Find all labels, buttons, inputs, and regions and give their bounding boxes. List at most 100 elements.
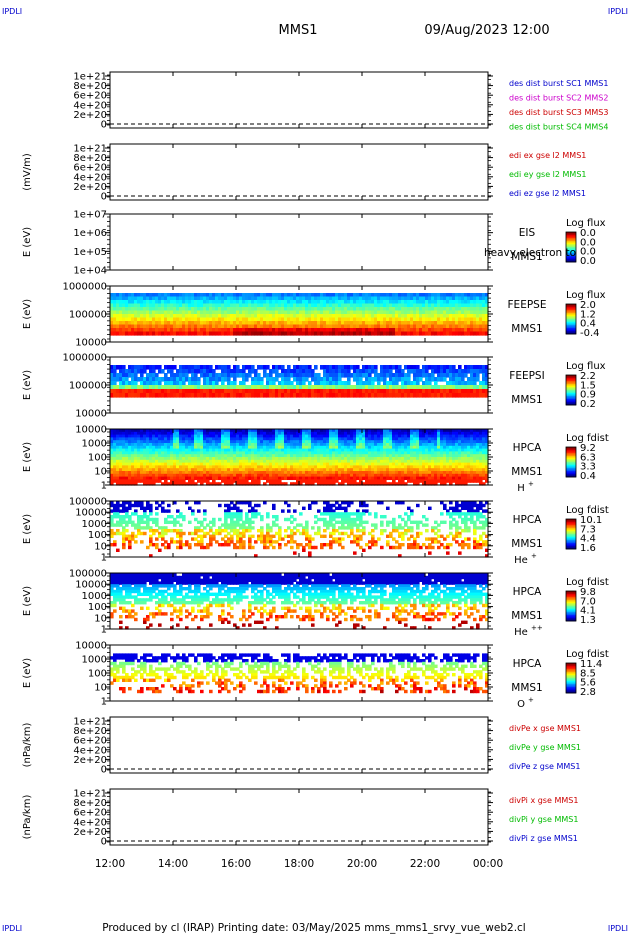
spectrogram-cell xyxy=(215,310,219,315)
spectrogram-cell xyxy=(152,296,156,301)
spectrogram-cell xyxy=(203,328,207,333)
spectrogram-cell xyxy=(212,369,216,374)
spectrogram-cell xyxy=(296,296,300,301)
spectrogram-cell xyxy=(215,296,219,301)
spectrogram-cell xyxy=(161,310,165,315)
spectrogram-cell xyxy=(191,317,195,322)
spectrogram-cell xyxy=(314,293,318,298)
spectrogram-cell xyxy=(326,307,330,312)
spectrogram-cell xyxy=(323,307,327,312)
spectrogram-cell xyxy=(170,303,174,308)
spectrogram-cell xyxy=(233,377,237,382)
spectrogram-cell xyxy=(134,324,138,329)
y-tick-label: 100000 xyxy=(69,381,107,392)
spectrogram-cell xyxy=(305,377,309,382)
spectrogram-cell xyxy=(197,293,201,298)
spectrogram-cell xyxy=(314,321,318,326)
spectrogram-cell xyxy=(227,377,231,382)
spectrogram-cell xyxy=(116,314,120,319)
spectrogram-cell xyxy=(182,381,186,386)
spectrogram-cell xyxy=(230,303,234,308)
spectrogram-cell xyxy=(146,300,150,305)
spectrogram-cell xyxy=(179,321,183,326)
spectrogram-cell xyxy=(110,293,114,298)
spectrogram-cell xyxy=(164,321,168,326)
spectrogram-cell xyxy=(119,328,123,333)
spectrogram-cell xyxy=(119,321,123,326)
spectrogram-cell xyxy=(188,296,192,301)
spectrogram-cell xyxy=(338,303,342,308)
spectrogram-cell xyxy=(326,303,330,308)
spectrogram-cell xyxy=(128,293,132,298)
spectrogram-cell xyxy=(248,307,252,312)
spectrogram-cell xyxy=(209,324,213,329)
spectrogram-cell xyxy=(191,328,195,333)
spectrogram-cell xyxy=(344,328,348,333)
spectrogram-cell xyxy=(323,293,327,298)
spectrogram-cell xyxy=(320,314,324,319)
spectrogram-cell xyxy=(248,296,252,301)
spectrogram-cell xyxy=(338,321,342,326)
spectrogram-cell xyxy=(116,310,120,315)
spectrogram-cell xyxy=(308,293,312,298)
spectrogram-cell xyxy=(302,381,306,386)
spectrogram-cell xyxy=(464,373,468,378)
spectrogram-cell xyxy=(161,317,165,322)
spectrogram-cell xyxy=(263,328,267,333)
spectrogram-cell xyxy=(155,314,159,319)
spectrogram-cell xyxy=(338,331,342,336)
spectrogram-cell xyxy=(116,331,120,336)
colorbar-segment xyxy=(566,244,576,246)
spectrogram-cell xyxy=(146,328,150,333)
spectrogram-cell xyxy=(305,307,309,312)
spectrogram-cell xyxy=(344,321,348,326)
spectrogram-cell xyxy=(164,303,168,308)
spectrogram-cell xyxy=(278,296,282,301)
spectrogram-cell xyxy=(134,296,138,301)
spectrogram-cell xyxy=(332,296,336,301)
spectrogram-cell xyxy=(296,324,300,329)
spectrogram-cell xyxy=(281,296,285,301)
spectrogram-cell xyxy=(341,303,345,308)
spectrogram-cell xyxy=(233,381,237,386)
spectrogram-cell xyxy=(248,328,252,333)
spectrogram-cell xyxy=(185,321,189,326)
spectrogram-cell xyxy=(167,321,171,326)
corner-label-bottom-right: IPDLI xyxy=(608,924,628,933)
spectrogram-cell xyxy=(161,369,165,374)
spectrogram-cell xyxy=(152,293,156,298)
spectrogram-cell xyxy=(323,328,327,333)
spectrogram-cell xyxy=(134,310,138,315)
spectrogram-cell xyxy=(206,321,210,326)
colorbar-segment xyxy=(566,254,576,257)
spectrogram-cell xyxy=(173,365,177,370)
spectrogram-cell xyxy=(347,307,351,312)
spectrogram-cell xyxy=(164,314,168,319)
spacecraft-label: MMS1 xyxy=(511,251,542,263)
spectrogram-cell xyxy=(218,321,222,326)
spectrogram-cell xyxy=(308,300,312,305)
spectrogram-cell xyxy=(227,365,231,370)
spectrogram-cell xyxy=(338,317,342,322)
spectrogram-cell xyxy=(245,324,249,329)
spectrogram-cell xyxy=(308,324,312,329)
spectrogram-cell xyxy=(347,321,351,326)
spectrogram-cell xyxy=(200,317,204,322)
spectrogram-cell xyxy=(119,300,123,305)
spectrogram-cell xyxy=(137,314,141,319)
spacecraft-label: MMS1 xyxy=(511,323,542,335)
spectrogram-cell xyxy=(110,317,114,322)
spectrogram-cell xyxy=(152,310,156,315)
spectrogram-cell xyxy=(302,310,306,315)
spectrogram-cell xyxy=(242,303,246,308)
spectrogram-cell xyxy=(110,314,114,319)
spectrogram-cell xyxy=(221,381,225,386)
spectrogram-cell xyxy=(296,300,300,305)
spectrogram-cell xyxy=(116,293,120,298)
spectrogram-cell xyxy=(185,307,189,312)
spectrogram-cell xyxy=(224,307,228,312)
spectrogram-cell xyxy=(341,296,345,301)
spectrogram-cell xyxy=(383,377,387,382)
spectrogram-cell xyxy=(116,317,120,322)
